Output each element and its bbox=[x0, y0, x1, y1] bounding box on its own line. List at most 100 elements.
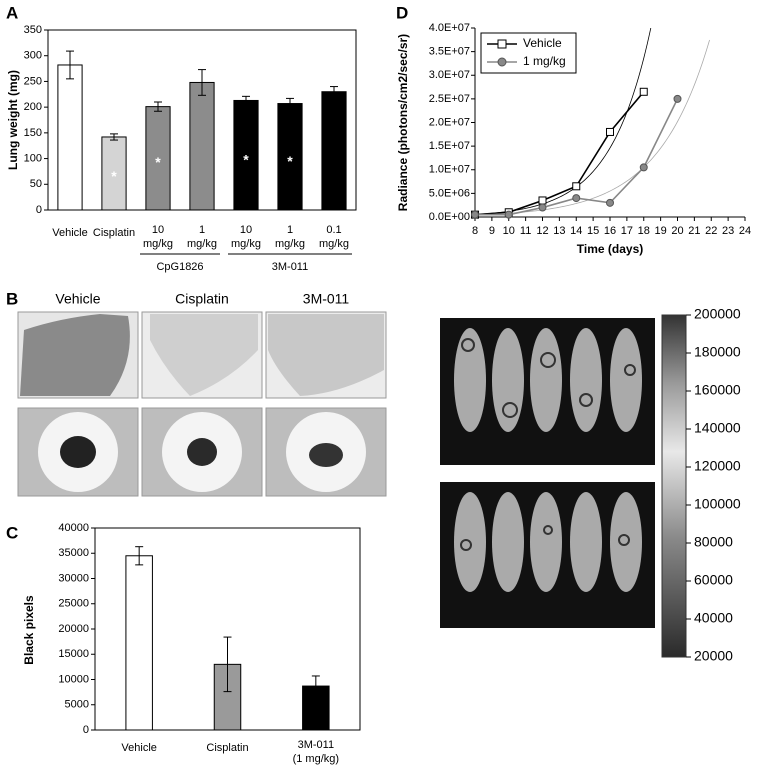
x-tick-label: (1 mg/kg) bbox=[293, 753, 339, 765]
y-tick-label: 15000 bbox=[58, 648, 89, 660]
y-tick-label: 250 bbox=[24, 75, 42, 87]
y-tick-label: 10000 bbox=[58, 673, 89, 685]
panel-label: B bbox=[6, 289, 18, 308]
x-axis-label: Time (days) bbox=[577, 242, 643, 256]
colorbar-tick-label: 120000 bbox=[694, 458, 741, 474]
colorbar-tick-label: 100000 bbox=[694, 496, 741, 512]
x-tick-label: Vehicle bbox=[52, 227, 87, 239]
y-tick-label: 5.0E+06 bbox=[429, 187, 470, 199]
y-tick-label: 50 bbox=[30, 178, 42, 190]
significance-marker: * bbox=[111, 168, 117, 184]
x-tick-label: 9 bbox=[489, 225, 495, 237]
y-axis-label: Black pixels bbox=[22, 595, 36, 665]
colorbar-tick-label: 180000 bbox=[694, 344, 741, 360]
significance-marker: * bbox=[155, 154, 161, 170]
legend-label: 1 mg/kg bbox=[523, 54, 566, 68]
error-bar bbox=[242, 95, 250, 106]
error-bar bbox=[110, 133, 118, 141]
x-tick-label: mg/kg bbox=[231, 238, 261, 250]
x-tick-label: Cisplatin bbox=[93, 227, 135, 239]
point bbox=[606, 127, 614, 136]
error-bar bbox=[66, 50, 74, 80]
bar bbox=[233, 99, 259, 211]
point bbox=[471, 210, 479, 219]
x-tick-label: 24 bbox=[739, 225, 751, 237]
x-tick-label: 10 bbox=[152, 224, 164, 236]
x-tick-label: 8 bbox=[472, 225, 478, 237]
bar bbox=[145, 106, 171, 211]
x-tick-label: 11 bbox=[520, 225, 531, 237]
bar bbox=[125, 555, 153, 731]
y-tick-label: 2.5E+07 bbox=[429, 93, 470, 105]
error-bar bbox=[135, 546, 144, 566]
x-tick-label: mg/kg bbox=[275, 238, 305, 250]
x-tick-label: 19 bbox=[655, 225, 667, 237]
photo-title: 3M-011 bbox=[303, 291, 350, 307]
legend-box bbox=[480, 32, 577, 74]
x-tick-label: 23 bbox=[722, 225, 734, 237]
x-tick-label: mg/kg bbox=[187, 238, 217, 250]
imaging-photos bbox=[440, 314, 687, 658]
legend-marker bbox=[497, 57, 507, 67]
error-bar bbox=[198, 69, 206, 96]
x-tick-label: Vehicle bbox=[121, 742, 156, 754]
bar bbox=[101, 136, 127, 211]
significance-marker: * bbox=[287, 153, 293, 169]
point bbox=[606, 198, 614, 207]
x-tick-label: 17 bbox=[621, 225, 633, 237]
x-tick-label: 20 bbox=[671, 225, 683, 237]
x-tick-label: 22 bbox=[705, 225, 717, 237]
x-tick-label: 18 bbox=[638, 225, 650, 237]
x-tick-label: 16 bbox=[604, 225, 616, 237]
x-tick-label: 10 bbox=[503, 225, 515, 237]
y-tick-label: 0 bbox=[83, 724, 89, 736]
legend-label: Vehicle bbox=[523, 36, 562, 50]
error-bar bbox=[330, 86, 338, 98]
colorbar-tick-label: 140000 bbox=[694, 420, 741, 436]
point bbox=[639, 163, 648, 172]
y-tick-label: 1.0E+07 bbox=[429, 164, 470, 176]
y-tick-label: 5000 bbox=[65, 699, 89, 711]
bar bbox=[189, 81, 215, 211]
y-tick-label: 20000 bbox=[58, 623, 89, 635]
y-tick-label: 30000 bbox=[58, 572, 89, 584]
series-line bbox=[474, 91, 645, 216]
y-tick-label: 200 bbox=[24, 101, 42, 113]
x-tick-label: mg/kg bbox=[319, 238, 349, 250]
x-tick-label: mg/kg bbox=[143, 238, 173, 250]
bar bbox=[277, 103, 303, 211]
colorbar-tick-label: 200000 bbox=[694, 306, 741, 322]
legend-marker bbox=[497, 39, 507, 49]
point bbox=[572, 182, 581, 191]
error-bar bbox=[311, 675, 320, 697]
x-tick-label: 13 bbox=[553, 225, 565, 237]
colorbar-tick-label: 80000 bbox=[694, 534, 733, 550]
point bbox=[639, 87, 648, 96]
y-tick-label: 1.5E+07 bbox=[429, 140, 470, 152]
point bbox=[673, 94, 682, 103]
y-tick-label: 3.5E+07 bbox=[429, 46, 470, 58]
y-tick-label: 300 bbox=[24, 50, 42, 62]
bar bbox=[57, 64, 83, 211]
y-tick-label: 0 bbox=[36, 204, 42, 216]
colorbar-tick-label: 20000 bbox=[694, 648, 733, 664]
error-bar bbox=[223, 636, 232, 693]
error-bar bbox=[286, 97, 294, 110]
y-axis-label: Radiance (photons/cm2/sec/sr) bbox=[396, 34, 410, 211]
error-bar bbox=[154, 101, 162, 112]
panel-label: A bbox=[6, 3, 18, 22]
panel-label: C bbox=[6, 523, 18, 542]
y-tick-label: 350 bbox=[24, 24, 42, 36]
point bbox=[572, 194, 581, 203]
y-tick-label: 150 bbox=[24, 127, 42, 139]
x-tick-label: 1 bbox=[287, 224, 293, 236]
x-tick-label: 12 bbox=[536, 225, 548, 237]
group-label: CpG1826 bbox=[156, 261, 203, 273]
y-tick-label: 3.0E+07 bbox=[429, 69, 470, 81]
point bbox=[538, 203, 547, 212]
colorbar-tick-label: 60000 bbox=[694, 572, 733, 588]
colorbar-tick-label: 160000 bbox=[694, 382, 741, 398]
y-tick-label: 0.0E+00 bbox=[429, 211, 470, 223]
histology-photos: Vehicle Cisplatin 3M-011 bbox=[17, 291, 387, 497]
